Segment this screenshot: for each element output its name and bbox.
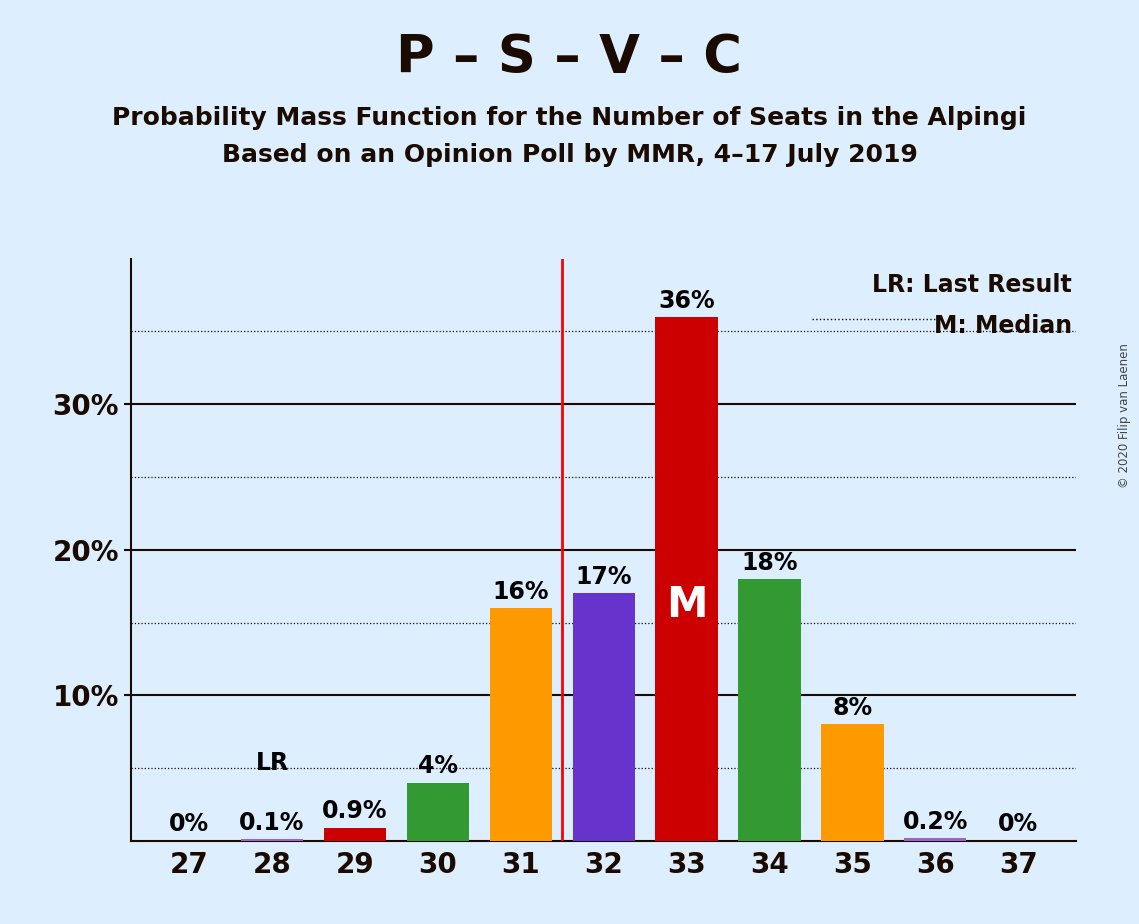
Bar	[573, 593, 634, 841]
Text: 16%: 16%	[492, 579, 549, 603]
Text: 0%: 0%	[998, 812, 1039, 836]
Text: 17%: 17%	[575, 565, 632, 590]
Text: 0.9%: 0.9%	[322, 799, 387, 823]
Bar	[490, 608, 551, 841]
Text: 0%: 0%	[169, 812, 210, 836]
Text: 0.1%: 0.1%	[239, 811, 304, 835]
Bar	[323, 828, 386, 841]
Text: 8%: 8%	[833, 696, 872, 720]
Text: M: M	[666, 584, 707, 626]
Text: Probability Mass Function for the Number of Seats in the Alpingi: Probability Mass Function for the Number…	[113, 106, 1026, 130]
Text: 0.2%: 0.2%	[903, 809, 968, 833]
Bar	[407, 783, 469, 841]
Bar	[240, 839, 303, 841]
Text: LR: Last Result: LR: Last Result	[871, 274, 1072, 298]
Text: © 2020 Filip van Laenen: © 2020 Filip van Laenen	[1118, 344, 1131, 488]
Bar	[656, 317, 718, 841]
Text: 18%: 18%	[741, 551, 797, 575]
Text: Based on an Opinion Poll by MMR, 4–17 July 2019: Based on an Opinion Poll by MMR, 4–17 Ju…	[222, 143, 917, 167]
Text: M: Median: M: Median	[934, 314, 1072, 338]
Text: 36%: 36%	[658, 288, 715, 312]
Text: 4%: 4%	[418, 754, 458, 778]
Text: P – S – V – C: P – S – V – C	[396, 32, 743, 84]
Bar	[821, 724, 884, 841]
Text: LR: LR	[255, 751, 288, 775]
Bar	[738, 578, 801, 841]
Bar	[904, 838, 967, 841]
